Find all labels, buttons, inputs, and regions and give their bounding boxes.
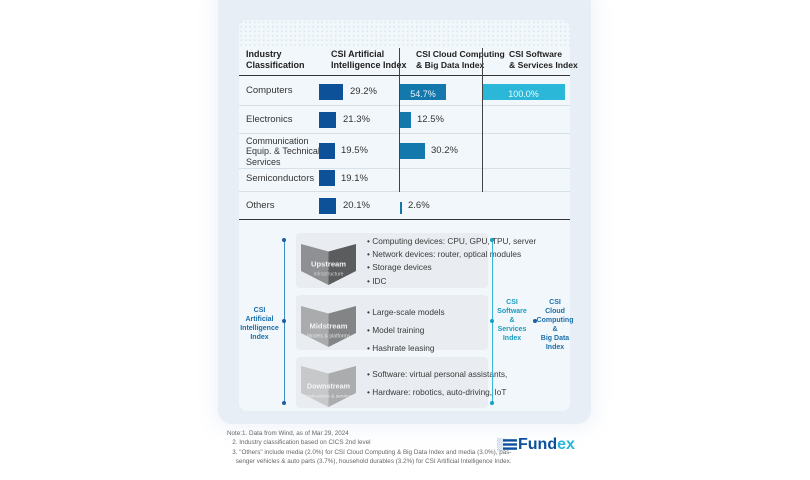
svg-text:Upstream: Upstream (311, 260, 346, 269)
svg-text:Midstream: Midstream (310, 322, 348, 331)
svg-text:Infrastructure: Infrastructure (313, 272, 343, 278)
svg-text:Downstream: Downstream (307, 382, 350, 391)
svg-text:Models & platforms: Models & platforms (307, 334, 351, 340)
svg-text:Applications & services: Applications & services (303, 394, 354, 400)
